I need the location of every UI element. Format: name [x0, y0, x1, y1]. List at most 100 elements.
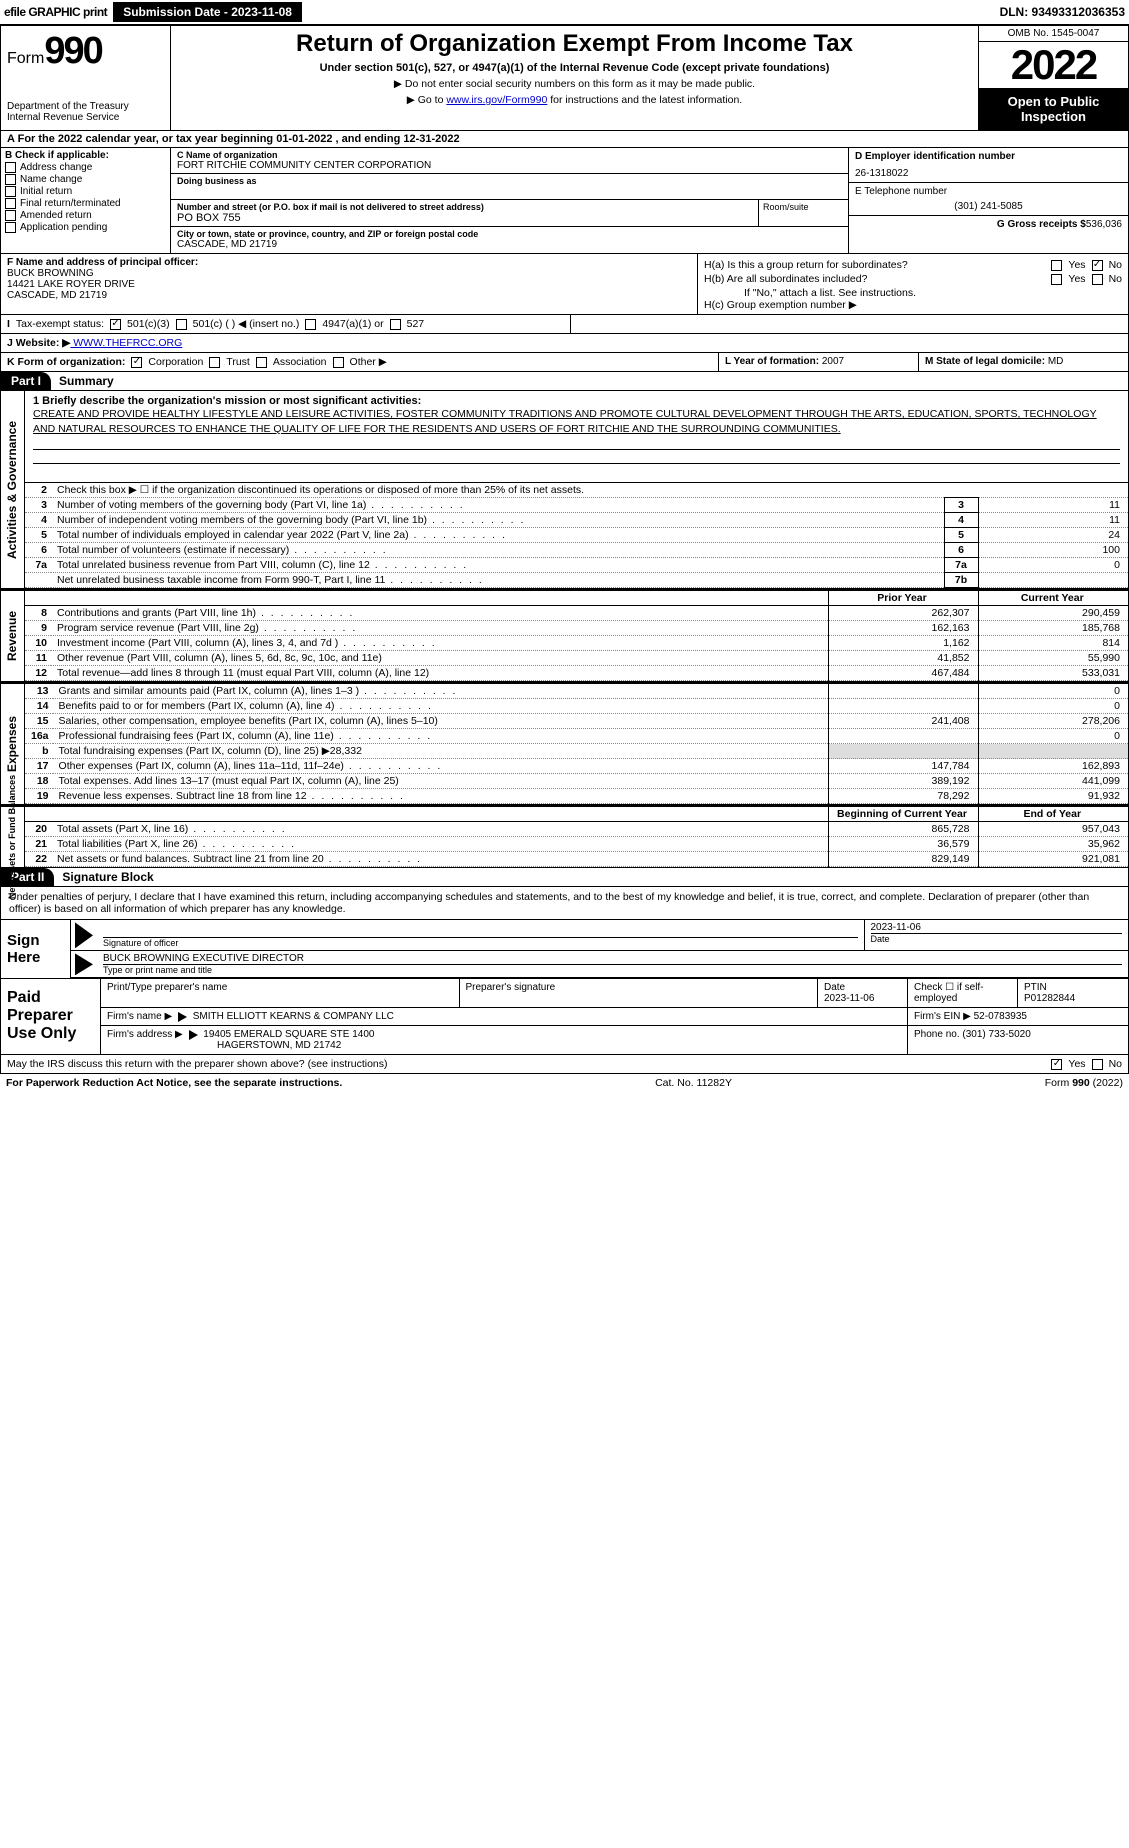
c16a: 0 — [978, 729, 1128, 744]
discuss-yes[interactable]: ✓ — [1051, 1059, 1062, 1070]
city-value: CASCADE, MD 21719 — [177, 239, 842, 250]
line8: Contributions and grants (Part VIII, lin… — [51, 606, 828, 621]
firm-phone-label: Phone no. — [914, 1029, 960, 1040]
p9: 162,163 — [828, 621, 978, 636]
submission-date-button[interactable]: Submission Date - 2023-11-08 — [113, 2, 302, 22]
ha-no[interactable]: ✓ — [1092, 260, 1103, 271]
f-label: F Name and address of principal officer: — [7, 257, 198, 268]
chk-final[interactable] — [5, 198, 16, 209]
lbl-501c3: 501(c)(3) — [127, 318, 170, 330]
lbl-name: Name change — [20, 174, 82, 185]
row-klm: K Form of organization: ✓Corporation Tru… — [0, 353, 1129, 372]
p19: 78,292 — [828, 789, 978, 804]
pra-notice: For Paperwork Reduction Act Notice, see … — [6, 1077, 342, 1089]
dln-label: DLN: 93493312036353 — [1000, 5, 1125, 19]
hb-no[interactable] — [1092, 274, 1103, 285]
c22: 921,081 — [978, 852, 1128, 867]
officer-name: BUCK BROWNING — [7, 268, 94, 279]
sign-here-label: Sign Here — [1, 920, 71, 978]
lbl-trust: Trust — [226, 356, 250, 368]
room-label: Room/suite — [758, 200, 848, 226]
line13: Grants and similar amounts paid (Part IX… — [53, 684, 828, 699]
chk-501c3[interactable]: ✓ — [110, 319, 121, 330]
chk-corp[interactable]: ✓ — [131, 357, 142, 368]
chk-trust[interactable] — [209, 357, 220, 368]
chk-initial[interactable] — [5, 186, 16, 197]
omb-number: OMB No. 1545-0047 — [979, 26, 1128, 42]
part1-header: Part I Summary — [0, 372, 1129, 391]
ein-label: D Employer identification number — [855, 151, 1122, 162]
chk-amended[interactable] — [5, 210, 16, 221]
p17: 147,784 — [828, 759, 978, 774]
arrow-icon3 — [178, 1012, 187, 1022]
line12: Total revenue—add lines 8 through 11 (mu… — [51, 666, 828, 681]
note-post: for instructions and the latest informat… — [547, 94, 742, 106]
lbl-4947: 4947(a)(1) or — [322, 318, 383, 330]
form-number: Form990 — [7, 30, 164, 73]
paid-ptin: P01282844 — [1024, 993, 1075, 1004]
p22: 829,149 — [828, 852, 978, 867]
firm-addr1: 19405 EMERALD SQUARE STE 1400 — [203, 1029, 374, 1040]
sig-date-val: 2023-11-06 — [871, 922, 1123, 934]
bottom-line: For Paperwork Reduction Act Notice, see … — [0, 1074, 1129, 1092]
prior-hdr: Prior Year — [828, 591, 978, 606]
col-b: B Check if applicable: Address change Na… — [1, 148, 171, 253]
line17: Other expenses (Part IX, column (A), lin… — [53, 759, 828, 774]
note-pre: ▶ Go to — [407, 94, 447, 106]
v4: 11 — [978, 513, 1128, 528]
chk-4947[interactable] — [305, 319, 316, 330]
chk-assoc[interactable] — [256, 357, 267, 368]
yes-label2: Yes — [1068, 273, 1085, 285]
arrow-icon2 — [75, 953, 93, 975]
irs-label: Internal Revenue Service — [7, 112, 164, 123]
yes-label: Yes — [1068, 259, 1085, 271]
ph3: Date — [824, 982, 845, 993]
discuss-yes-lbl: Yes — [1068, 1058, 1085, 1070]
city-label: City or town, state or province, country… — [177, 229, 842, 239]
hb-label: H(b) Are all subordinates included? — [704, 273, 867, 285]
lbl-amended: Amended return — [20, 210, 92, 221]
ha-yes[interactable] — [1051, 260, 1062, 271]
no-label2: No — [1109, 273, 1122, 285]
hb-yes[interactable] — [1051, 274, 1062, 285]
p20: 865,728 — [828, 822, 978, 837]
chk-501c[interactable] — [176, 319, 187, 330]
lbl-address: Address change — [20, 162, 92, 173]
website-link[interactable]: WWW.THEFRCC.ORG — [70, 337, 182, 349]
discuss-row: May the IRS discuss this return with the… — [0, 1055, 1129, 1074]
irs-link[interactable]: www.irs.gov/Form990 — [446, 94, 547, 106]
paid-title: Paid Preparer Use Only — [1, 979, 101, 1054]
b-title: B Check if applicable: — [5, 150, 166, 161]
chk-527[interactable] — [390, 319, 401, 330]
m-value: MD — [1048, 356, 1064, 367]
form-title: Return of Organization Exempt From Incom… — [179, 30, 970, 58]
discuss-no[interactable] — [1092, 1059, 1103, 1070]
chk-other[interactable] — [333, 357, 344, 368]
line7b: Net unrelated business taxable income fr… — [51, 573, 944, 588]
part2-header: Part II Signature Block — [0, 868, 1129, 887]
part2-title: Signature Block — [54, 870, 153, 884]
mission-text: CREATE AND PROVIDE HEALTHY LIFESTYLE AND… — [33, 408, 1097, 435]
firm-name: SMITH ELLIOTT KEARNS & COMPANY LLC — [193, 1011, 394, 1022]
cat-no: Cat. No. 11282Y — [655, 1077, 732, 1089]
line6: Total number of volunteers (estimate if … — [51, 543, 944, 558]
v7b — [978, 573, 1128, 588]
street-label: Number and street (or P.O. box if mail i… — [177, 202, 752, 212]
line7a: Total unrelated business revenue from Pa… — [51, 558, 944, 573]
c10: 814 — [978, 636, 1128, 651]
line18: Total expenses. Add lines 13–17 (must eq… — [53, 774, 828, 789]
l-label: L Year of formation: — [725, 356, 819, 367]
i-label: Tax-exempt status: — [16, 318, 104, 330]
sig-date-label: Date — [871, 934, 1123, 944]
c17: 162,893 — [978, 759, 1128, 774]
chk-address[interactable] — [5, 162, 16, 173]
block-bcd: B Check if applicable: Address change Na… — [0, 148, 1129, 254]
chk-application[interactable] — [5, 222, 16, 233]
j-label: Website: ▶ — [16, 337, 71, 349]
chk-name[interactable] — [5, 174, 16, 185]
phone-label: E Telephone number — [855, 186, 1122, 197]
lbl-corp: Corporation — [148, 356, 203, 368]
discuss-no-lbl: No — [1109, 1058, 1122, 1070]
org-name: FORT RITCHIE COMMUNITY CENTER CORPORATIO… — [177, 160, 842, 171]
rev-side-label: Revenue — [6, 611, 20, 661]
